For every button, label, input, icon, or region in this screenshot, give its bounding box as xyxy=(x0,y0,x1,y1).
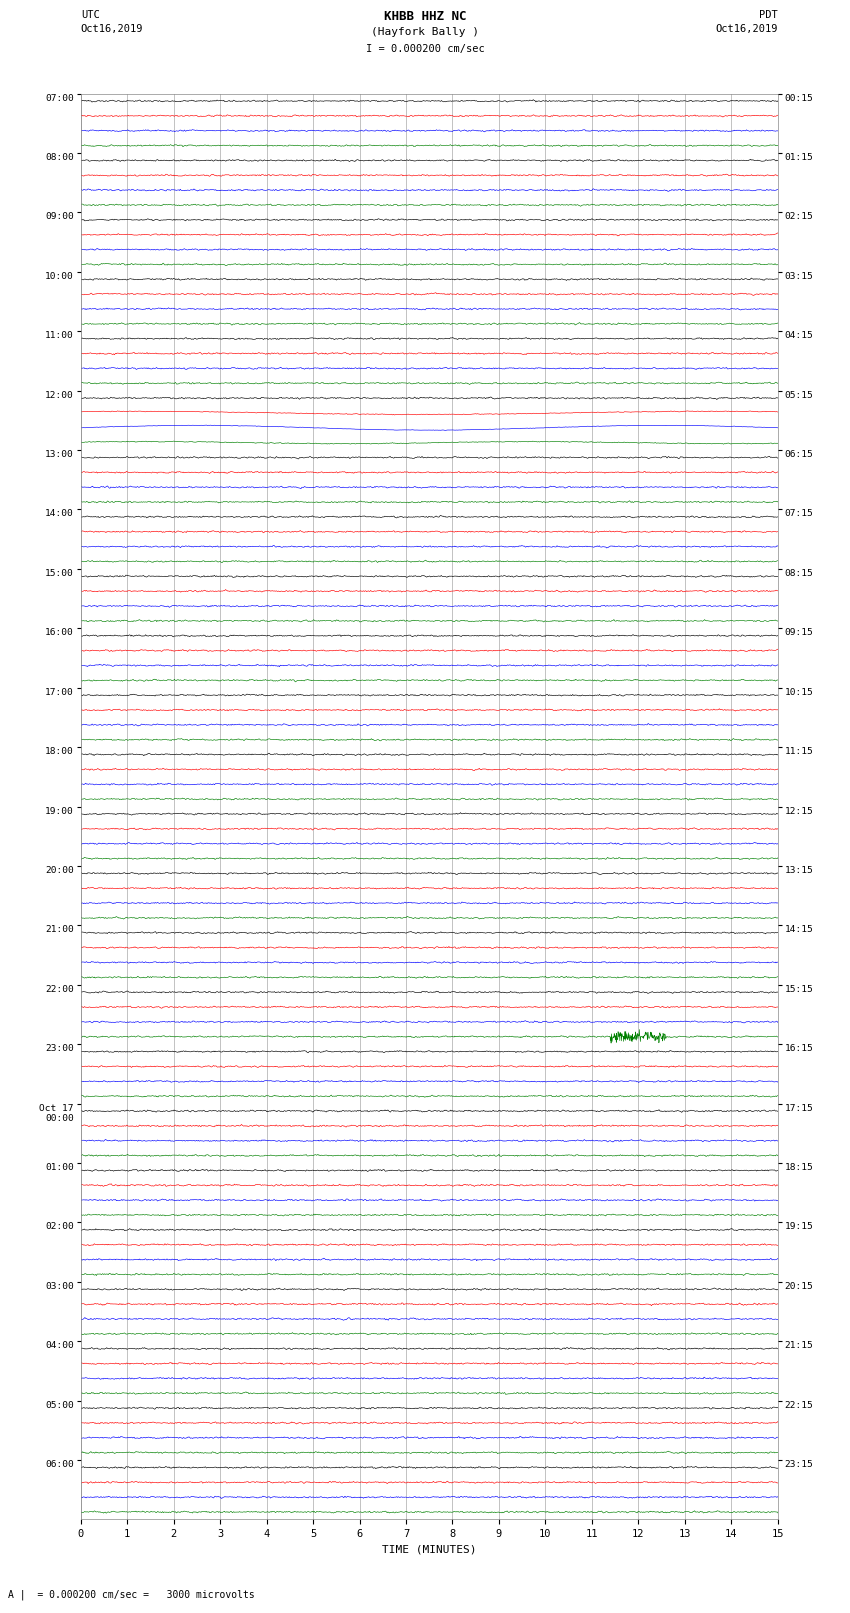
Text: (Hayfork Bally ): (Hayfork Bally ) xyxy=(371,27,479,37)
X-axis label: TIME (MINUTES): TIME (MINUTES) xyxy=(382,1545,477,1555)
Text: KHBB HHZ NC: KHBB HHZ NC xyxy=(383,10,467,23)
Text: Oct16,2019: Oct16,2019 xyxy=(81,24,144,34)
Text: PDT: PDT xyxy=(759,10,778,19)
Text: I = 0.000200 cm/sec: I = 0.000200 cm/sec xyxy=(366,44,484,53)
Text: UTC: UTC xyxy=(81,10,99,19)
Text: A |  = 0.000200 cm/sec =   3000 microvolts: A | = 0.000200 cm/sec = 3000 microvolts xyxy=(8,1589,255,1600)
Text: Oct16,2019: Oct16,2019 xyxy=(715,24,778,34)
